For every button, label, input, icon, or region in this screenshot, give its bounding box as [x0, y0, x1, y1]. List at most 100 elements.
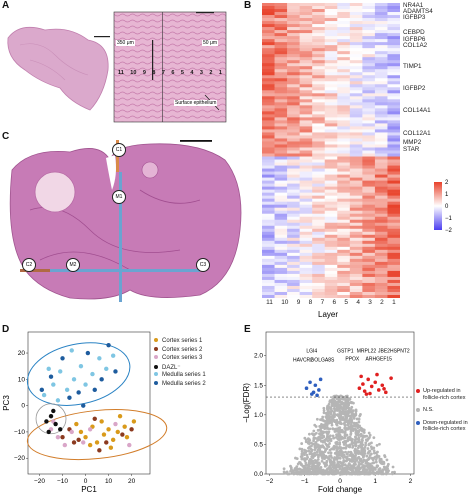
heatmap-cell [337, 201, 351, 205]
layer-number: 6 [171, 70, 175, 76]
ns-point [338, 456, 342, 460]
heatmap-cell [287, 156, 300, 160]
heatmap-cell [299, 198, 313, 202]
heatmap-cell [374, 87, 388, 91]
heatmap-cell [362, 51, 376, 55]
heatmap-cell [262, 54, 275, 58]
ns-point [308, 445, 312, 449]
heatmap-cell [324, 96, 338, 100]
heatmap-cell [387, 282, 400, 287]
heatmap-cell [299, 207, 313, 212]
heatmap-cell [274, 42, 288, 46]
heatmap-cell [387, 177, 400, 181]
heatmap-cell [337, 186, 351, 190]
heatmap-cell [324, 33, 338, 37]
heatmap-cell [387, 15, 400, 19]
heatmap-cell [299, 168, 313, 172]
heatmap-cell [274, 96, 288, 100]
data-point [51, 382, 56, 387]
heatmap-cell [374, 225, 388, 230]
heatmap-cell [262, 255, 275, 260]
heatmap-cell [387, 189, 400, 193]
heatmap-cell [262, 30, 275, 34]
heatmap-cell [287, 117, 300, 121]
heatmap-cell [312, 66, 326, 70]
heatmap-cell [299, 150, 313, 154]
ns-point [324, 442, 328, 446]
heatmap-cell [287, 195, 300, 199]
heatmap-cell [349, 171, 363, 175]
heatmap-cell [362, 168, 376, 172]
heatmap-cell [287, 81, 300, 85]
heatmap-cell [299, 165, 313, 169]
heatmap-cell [287, 222, 300, 227]
ns-point [319, 426, 323, 430]
heatmap-cell [262, 117, 275, 121]
heatmap-cell [387, 231, 400, 236]
x-tick-label: 0 [84, 478, 88, 485]
heatmap-cell [299, 237, 313, 242]
ns-point [313, 468, 317, 471]
heatmap-cell [312, 12, 326, 16]
heatmap-cell [349, 219, 363, 224]
ns-point [311, 461, 314, 464]
heatmap-cell [324, 174, 338, 178]
heatmap-cell [274, 3, 288, 7]
y-tick-label: −10 [14, 429, 25, 436]
heatmap-cell [274, 279, 288, 284]
heatmap-cell [349, 72, 363, 76]
ns-point [300, 450, 304, 454]
heatmap-cell [262, 138, 275, 142]
ns-point [374, 460, 378, 464]
heatmap-cell [312, 18, 326, 22]
heatmap-cell [349, 192, 363, 196]
heatmap-cell [274, 189, 288, 193]
ns-point [324, 454, 328, 458]
heatmap-cell [324, 84, 338, 88]
ns-point [360, 441, 364, 444]
heatmap-cell [362, 3, 376, 7]
heatmap-cell [337, 150, 351, 154]
ns-point [315, 417, 319, 421]
legend-label: Cortex series 1 [162, 338, 203, 344]
heatmap-cell [362, 105, 376, 109]
heatmap-cell [299, 117, 313, 121]
heatmap-cell [262, 174, 275, 178]
ns-point [350, 471, 354, 475]
ns-point [319, 433, 323, 437]
heatmap-cell [274, 225, 288, 230]
heatmap-cell [324, 138, 338, 142]
heatmap-cell [274, 48, 288, 52]
heatmap-cell [299, 159, 313, 163]
heatmap-cell [337, 222, 351, 227]
heatmap-cell [324, 270, 338, 275]
heatmap-cell [387, 138, 400, 142]
heatmap-cell [387, 255, 400, 260]
heatmap-cell [299, 210, 313, 215]
heatmap-cell [312, 33, 326, 37]
heatmap-cell [312, 102, 326, 106]
heatmap-cell [312, 78, 326, 82]
heatmap-cell [387, 36, 400, 40]
heatmap-cell [262, 51, 275, 55]
heatmap-cell [387, 288, 400, 293]
heatmap-cell [337, 213, 351, 218]
data-point [78, 363, 84, 369]
data-point [92, 387, 97, 393]
heatmap-cell [287, 234, 300, 239]
data-point [81, 440, 86, 445]
ns-point [350, 405, 354, 409]
ns-point [349, 429, 353, 433]
heatmap-cell [387, 96, 400, 100]
heatmap-cell [274, 9, 288, 13]
heatmap-cell [337, 153, 351, 157]
heatmap-cell [362, 189, 376, 193]
heatmap-cell [337, 33, 351, 37]
ns-point [304, 461, 308, 465]
heatmap-cell [374, 186, 388, 190]
heatmap-cell [274, 165, 288, 169]
heatmap-cell [262, 240, 275, 245]
heatmap-cell [337, 174, 351, 178]
down-point [308, 380, 312, 385]
heatmap-cell [262, 129, 275, 133]
